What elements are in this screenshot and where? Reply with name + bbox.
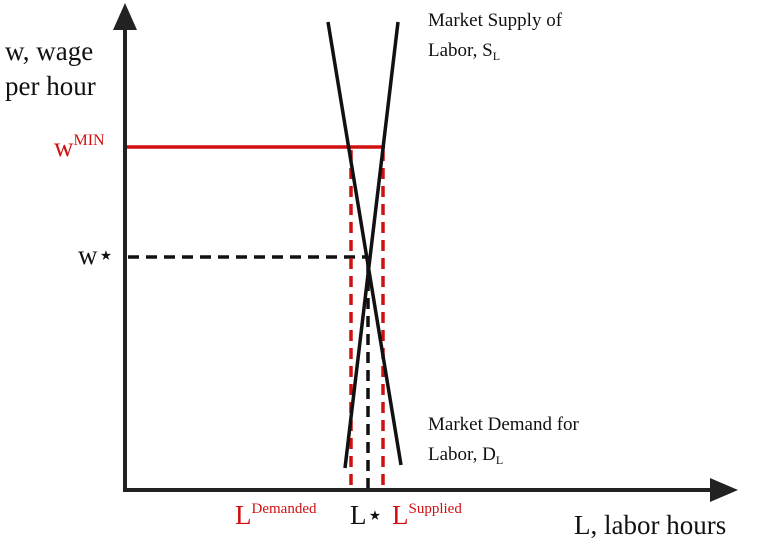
label-base: L [392, 500, 409, 530]
equilibrium-wage-label: w⋆ [78, 240, 114, 270]
y-axis-label: w, wage [5, 36, 93, 66]
x-axis-arrow [710, 478, 738, 502]
label-base: L [235, 500, 252, 530]
y-axis-label: per hour [5, 71, 96, 101]
demand-label: Labor, DL [428, 444, 503, 467]
label-subscript: L [493, 49, 500, 63]
x-axis-label: L, labor hours [574, 510, 726, 540]
demand-label: Market Demand for [428, 414, 580, 435]
supply-curve [343, 21, 400, 469]
min-wage-label: wMIN [54, 132, 105, 162]
label-superscript: Demanded [252, 501, 317, 517]
y-axis-arrow [113, 3, 137, 30]
label-superscript: MIN [74, 132, 106, 149]
label-subscript: L [496, 453, 503, 467]
label-text: Labor, S [428, 40, 493, 61]
supply-label: Market Supply of [428, 10, 563, 31]
supply-label: Labor, SL [428, 40, 500, 63]
quantity-demanded-label: LDemanded [235, 500, 317, 530]
label-base: w [54, 132, 74, 162]
equilibrium-quantity-label: L⋆ [350, 500, 383, 530]
quantity-supplied-label: LSupplied [392, 500, 462, 530]
label-text: Labor, D [428, 444, 496, 465]
label-superscript: Supplied [409, 501, 463, 517]
demand-curve [326, 21, 403, 466]
